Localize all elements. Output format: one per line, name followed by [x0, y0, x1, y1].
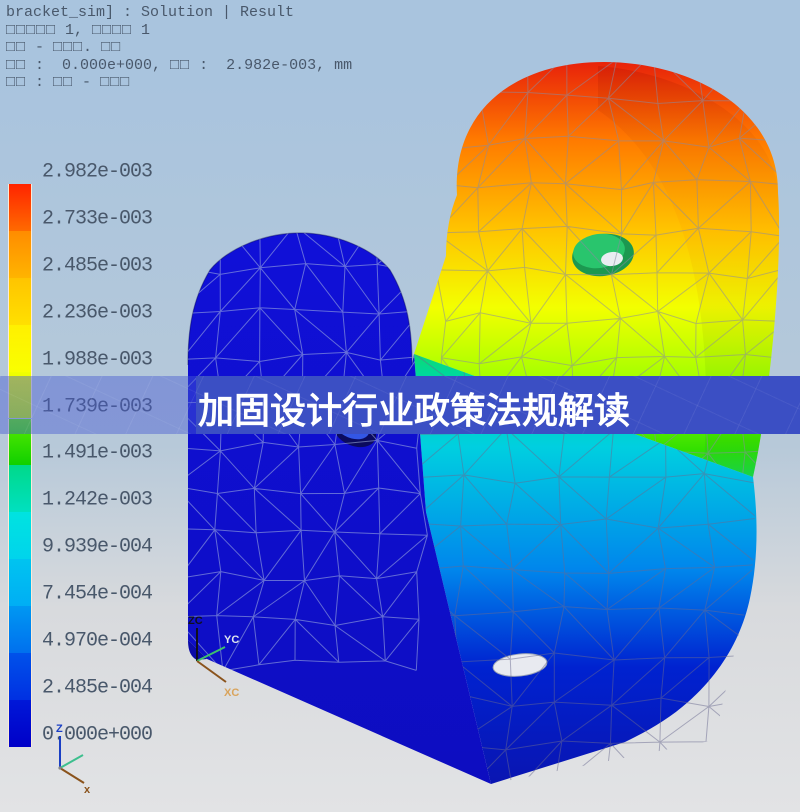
svg-text:YC: YC	[224, 634, 239, 646]
svg-text:ZC: ZC	[188, 615, 203, 627]
svg-text:XC: XC	[224, 687, 239, 699]
